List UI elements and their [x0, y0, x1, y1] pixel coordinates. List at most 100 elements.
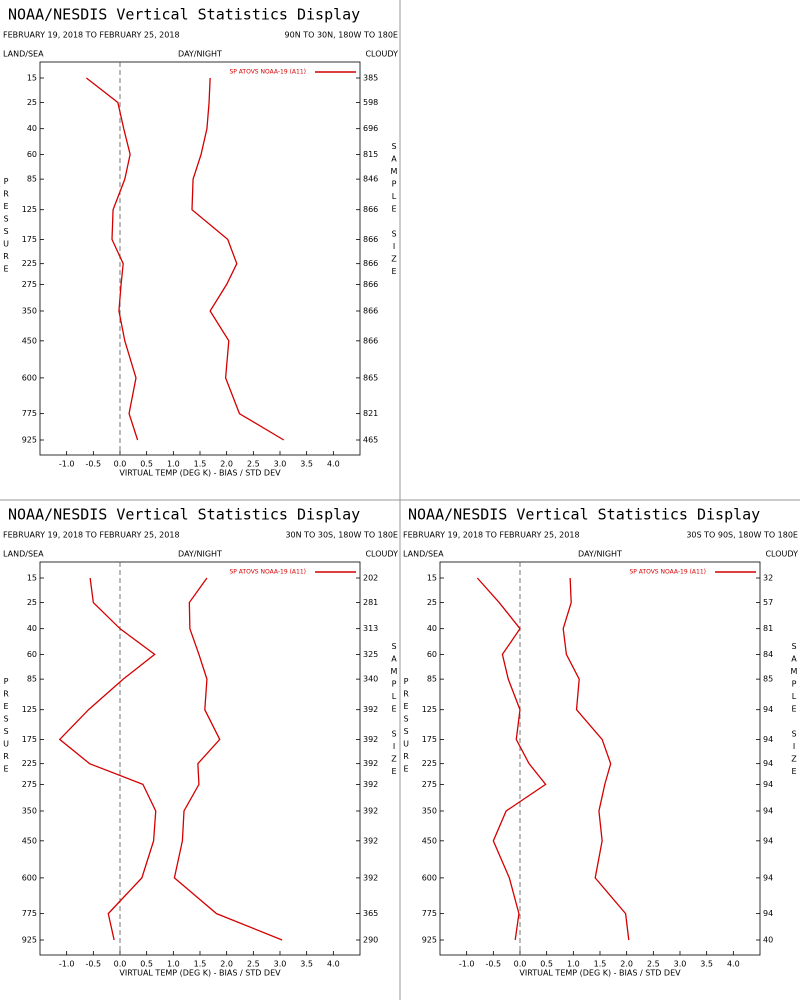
x-tick-label: 1.5 — [594, 960, 607, 969]
data-line — [562, 577, 630, 941]
y-tick-label: 775 — [422, 909, 437, 918]
y-tick-label: 600 — [22, 873, 37, 882]
x-tick-label: 1.0 — [567, 960, 580, 969]
x-tick-label: 1.0 — [167, 960, 180, 969]
sample-size: 32 — [763, 574, 773, 583]
y-tick-label: 275 — [422, 780, 437, 789]
x-tick-label: -0.5 — [486, 960, 502, 969]
sample-size: 94 — [763, 705, 773, 714]
subtitle: FEBRUARY 19, 2018 TO FEBRUARY 25, 2018 — [3, 531, 180, 540]
sample-size: 40 — [763, 936, 773, 945]
sample-size: 866 — [363, 306, 378, 315]
chart-panel: NOAA/NESDIS Vertical Statistics Display F… — [3, 6, 398, 478]
sample-size: 392 — [363, 806, 378, 815]
chart-panel: NOAA/NESDIS Vertical Statistics Display F… — [403, 506, 798, 978]
data-line — [476, 577, 547, 941]
chart-title: NOAA/NESDIS Vertical Statistics Display — [8, 6, 360, 24]
y-tick-label: 600 — [422, 873, 437, 882]
plot-frame — [39, 561, 361, 956]
sample-size: 866 — [363, 259, 378, 268]
subtitle: FEBRUARY 19, 2018 TO FEBRUARY 25, 2018 — [3, 31, 180, 40]
y-tick-label: 225 — [422, 759, 437, 768]
y-tick-label: 60 — [427, 650, 437, 659]
y-tick-label: 350 — [22, 306, 37, 315]
x-tick-label: 0.5 — [140, 460, 153, 469]
x-tick-label: 0.5 — [540, 960, 553, 969]
chart-title: NOAA/NESDIS Vertical Statistics Display — [8, 506, 360, 524]
y-tick-label: 175 — [22, 735, 37, 744]
y-tick-label: 275 — [22, 780, 37, 789]
sample-size: 392 — [363, 705, 378, 714]
left-header: LAND/SEA — [3, 50, 44, 59]
plot-frame — [439, 561, 761, 956]
chart-title: NOAA/NESDIS Vertical Statistics Display — [408, 506, 760, 524]
x-tick-label: 2.5 — [247, 960, 260, 969]
y-tick-label: 60 — [27, 650, 37, 659]
sample-size: 94 — [763, 836, 773, 845]
x-axis-label: VIRTUAL TEMP (DEG K) - BIAS / STD DEV — [119, 469, 281, 478]
center-header: DAY/NIGHT — [578, 550, 622, 559]
sample-size: 392 — [363, 735, 378, 744]
x-tick-label: 0.5 — [140, 960, 153, 969]
y-tick-label: 925 — [22, 936, 37, 945]
x-tick-label: 3.5 — [300, 960, 313, 969]
x-tick-label: 3.0 — [274, 460, 287, 469]
data-line — [191, 77, 285, 441]
x-tick-label: -1.0 — [59, 960, 75, 969]
y-tick-label: 125 — [22, 705, 37, 714]
sample-size: 815 — [363, 150, 378, 159]
chart-panel: NOAA/NESDIS Vertical Statistics Display F… — [3, 506, 398, 978]
legend-label: SP ATOVS NOAA-19 (A11) — [229, 69, 306, 76]
y-tick-label: 40 — [27, 124, 37, 133]
y-tick-label: 450 — [422, 836, 437, 845]
sample-size: 81 — [763, 624, 773, 633]
y-tick-label: 25 — [27, 598, 37, 607]
sample-size: 598 — [363, 98, 378, 107]
x-tick-label: -1.0 — [59, 460, 75, 469]
sample-size: 392 — [363, 836, 378, 845]
x-axis-label: VIRTUAL TEMP (DEG K) - BIAS / STD DEV — [519, 969, 681, 978]
sample-size: 94 — [763, 806, 773, 815]
region: 30N TO 30S, 180W TO 180E — [285, 531, 398, 540]
sample-size: 57 — [763, 598, 773, 607]
sample-size: 392 — [363, 873, 378, 882]
y-tick-label: 450 — [22, 836, 37, 845]
sample-size: 866 — [363, 235, 378, 244]
x-tick-label: 2.0 — [220, 460, 233, 469]
y-tick-label: 40 — [27, 624, 37, 633]
y-tick-label: 775 — [22, 409, 37, 418]
sample-size: 385 — [363, 74, 378, 83]
x-tick-label: 4.0 — [727, 960, 740, 969]
data-line — [58, 577, 157, 941]
y-tick-label: 15 — [27, 74, 37, 83]
sample-size: 465 — [363, 436, 378, 445]
legend-label: SP ATOVS NOAA-19 (A11) — [629, 569, 706, 576]
subtitle: FEBRUARY 19, 2018 TO FEBRUARY 25, 2018 — [403, 531, 580, 540]
y-tick-label: 25 — [27, 98, 37, 107]
data-line — [86, 77, 139, 441]
sample-size: 846 — [363, 175, 378, 184]
sample-size: 696 — [363, 124, 378, 133]
left-header: LAND/SEA — [3, 550, 44, 559]
y-tick-label: 40 — [427, 624, 437, 633]
y-tick-label: 125 — [422, 705, 437, 714]
sample-size: 392 — [363, 759, 378, 768]
x-tick-label: 2.5 — [247, 460, 260, 469]
sample-size: 84 — [763, 650, 773, 659]
y-tick-label: 600 — [22, 373, 37, 382]
x-tick-label: 2.0 — [620, 960, 633, 969]
y-tick-label: 175 — [422, 735, 437, 744]
y-tick-label: 350 — [422, 806, 437, 815]
y-tick-label: 85 — [27, 675, 37, 684]
sample-size: 94 — [763, 759, 773, 768]
right-header: CLOUDY — [765, 550, 798, 559]
sample-size: 94 — [763, 873, 773, 882]
sample-size: 821 — [363, 409, 378, 418]
y-tick-label: 175 — [22, 235, 37, 244]
y-tick-label: 350 — [22, 806, 37, 815]
